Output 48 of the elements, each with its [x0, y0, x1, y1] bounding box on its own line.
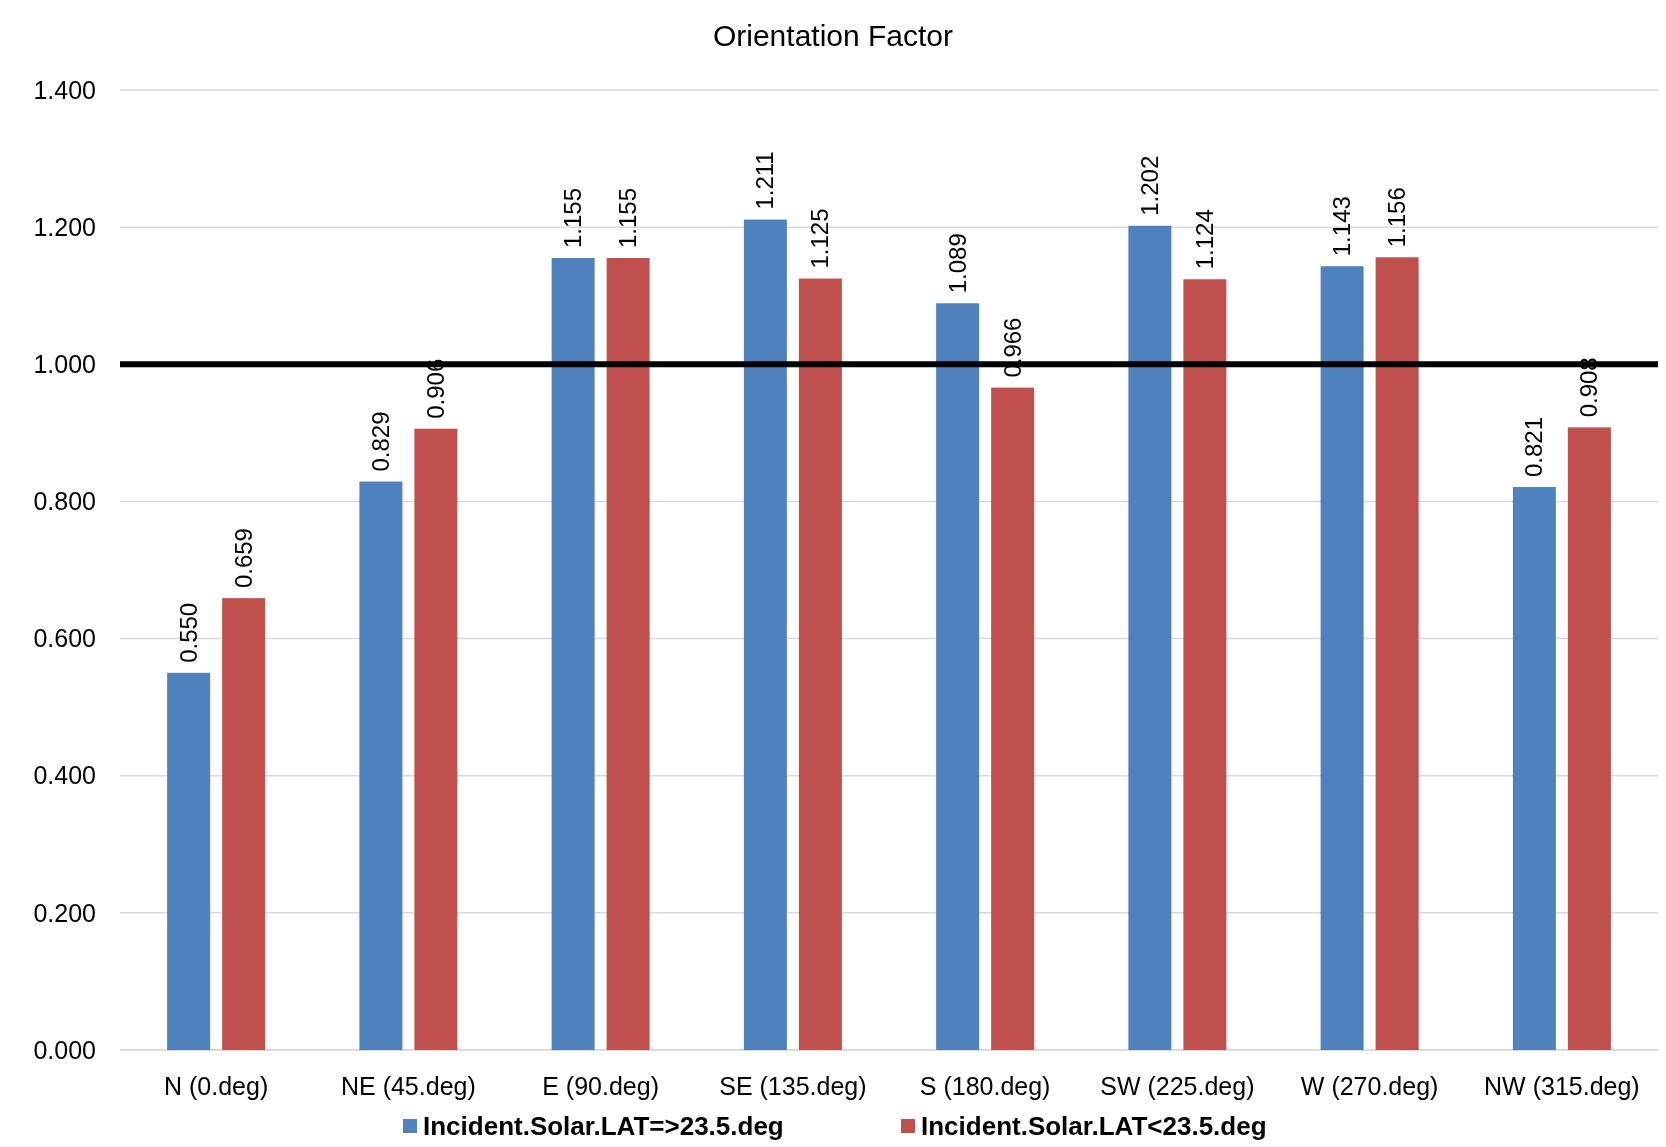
y-tick-label: 0.200: [33, 898, 96, 927]
bar: [606, 258, 650, 1050]
y-tick-label: 1.400: [33, 75, 96, 104]
legend-label: Incident.Solar.LAT=>23.5.deg: [423, 1111, 784, 1141]
bar: [1128, 225, 1172, 1050]
x-tick-label: NE (45.deg): [340, 1072, 476, 1100]
bar: [1320, 266, 1364, 1050]
x-tick-label: NW (315.deg): [1484, 1072, 1640, 1100]
data-label: 0.829: [366, 411, 394, 472]
bar: [222, 598, 266, 1050]
data-label: 1.124: [1190, 209, 1218, 270]
data-label: 0.821: [1520, 416, 1548, 478]
bar: [1183, 279, 1227, 1050]
data-label: 1.211: [751, 151, 779, 210]
y-tick-label: 1.000: [33, 350, 96, 379]
bar: [798, 278, 842, 1050]
data-label: 1.089: [943, 233, 971, 294]
bar: [1567, 427, 1611, 1050]
bar: [551, 258, 595, 1050]
bar: [359, 481, 403, 1050]
x-tick-label: W (270.deg): [1300, 1072, 1439, 1100]
chart-title: Orientation Factor: [712, 19, 954, 52]
x-tick-label: S (180.deg): [919, 1072, 1051, 1100]
data-label: 1.202: [1135, 155, 1163, 216]
bar: [1512, 487, 1556, 1050]
data-label: 1.156: [1383, 187, 1411, 248]
legend-label: Incident.Solar.LAT<23.5.deg: [921, 1111, 1267, 1141]
bar: [167, 672, 211, 1050]
y-tick-label: 1.200: [33, 212, 96, 241]
bar: [743, 219, 787, 1050]
y-tick-label: 0.000: [33, 1035, 96, 1064]
data-label: 1.125: [806, 208, 834, 269]
x-tick-label: N (0.deg): [164, 1072, 269, 1100]
data-label: 1.155: [559, 187, 587, 248]
x-tick-label: SW (225.deg): [1100, 1072, 1255, 1100]
bar: [414, 428, 458, 1050]
bar: [936, 303, 980, 1050]
x-tick-label: SE (135.deg): [719, 1072, 867, 1100]
bar: [991, 387, 1035, 1050]
data-label: 0.659: [229, 528, 257, 589]
data-label: 1.143: [1328, 196, 1356, 257]
y-tick-label: 0.400: [33, 761, 96, 790]
y-tick-label: 0.800: [33, 487, 96, 516]
x-tick-label: E (90.deg): [542, 1072, 659, 1100]
bar: [1375, 257, 1419, 1050]
data-label: 0.550: [174, 602, 202, 663]
data-label: 1.155: [614, 187, 642, 248]
y-tick-label: 0.600: [33, 624, 96, 653]
